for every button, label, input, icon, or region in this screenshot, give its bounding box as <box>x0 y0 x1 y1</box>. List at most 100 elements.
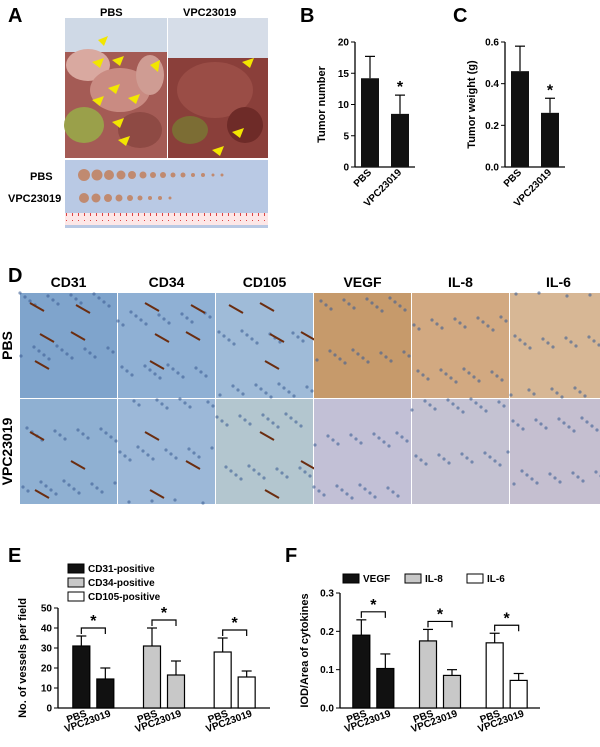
nucleus-dot <box>158 376 162 380</box>
nucleus-dot <box>361 356 365 360</box>
nucleus-dot <box>521 427 525 431</box>
y-tick-label: 0.6 <box>485 38 499 49</box>
nucleus-dot <box>46 294 50 298</box>
nucleus-dot <box>419 458 423 462</box>
nucleus-dot <box>458 321 462 325</box>
nucleus-dot <box>329 307 333 311</box>
nucleus-dot <box>32 345 36 349</box>
nucleus-dot <box>594 470 598 474</box>
nucleus-dot <box>350 496 354 500</box>
histology-image <box>216 293 313 398</box>
nucleus-dot <box>153 372 157 376</box>
bar <box>237 676 256 709</box>
photo-label-vpc: VPC23019 <box>183 7 236 19</box>
nucleus-dot <box>426 377 430 381</box>
nucleus-dot <box>546 341 550 345</box>
bar <box>376 667 395 709</box>
nucleus-dot <box>65 352 69 356</box>
y-tick-label: 10 <box>41 684 53 695</box>
nucleus-dot <box>396 494 400 498</box>
nucleus-dot <box>269 395 273 399</box>
nucleus-dot <box>565 294 569 298</box>
nucleus-dot <box>488 455 492 459</box>
nucleus-dot <box>375 305 379 309</box>
nucleus-dot <box>347 302 351 306</box>
nucleus-dot <box>173 498 177 502</box>
nucleus-dot <box>229 469 233 473</box>
bar <box>391 113 409 167</box>
nucleus-dot <box>121 323 125 327</box>
nucleus-dot <box>83 347 87 351</box>
significance-bracket <box>427 620 453 628</box>
nucleus-dot <box>262 476 266 480</box>
nucleus-dot <box>342 298 346 302</box>
nucleus-dot <box>100 490 104 494</box>
nucleus-dot <box>174 456 178 460</box>
nucleus-dot <box>509 393 513 397</box>
nucleus-dot <box>76 428 80 432</box>
panel-letter-A: A <box>8 5 22 27</box>
nucleus-dot <box>564 336 568 340</box>
nucleus-dot <box>275 467 279 471</box>
y-tick-label: 0 <box>46 704 52 715</box>
nucleus-dot <box>97 296 101 300</box>
vessel-stain <box>34 489 50 499</box>
bar <box>442 674 462 709</box>
nucleus-dot <box>456 406 460 410</box>
nucleus-dot <box>544 426 548 430</box>
nucleus-dot <box>580 416 584 420</box>
vessel-stain <box>264 360 280 370</box>
nucleus-dot <box>298 466 302 470</box>
nucleus-dot <box>433 407 437 411</box>
nucleus-dot <box>587 335 591 339</box>
nucleus-dot <box>106 346 110 350</box>
nucleus-dot <box>518 338 522 342</box>
nucleus-dot <box>560 395 564 399</box>
vessel-stain <box>300 331 316 341</box>
bar <box>485 642 504 709</box>
nucleus-dot <box>551 345 555 349</box>
nucleus-dot <box>69 293 73 297</box>
y-tick-label: 50 <box>41 604 53 615</box>
nucleus-dot <box>240 329 244 333</box>
panel-letter-C: C <box>453 5 467 27</box>
legend-swatch <box>67 591 85 602</box>
nucleus-dot <box>470 460 474 464</box>
nucleus-dot <box>234 473 238 477</box>
panel-letter-F: F <box>285 545 297 567</box>
nucleus-dot <box>60 348 64 352</box>
nucleus-dot <box>123 454 127 458</box>
nucleus-dot <box>474 401 478 405</box>
nucleus-dot <box>109 435 113 439</box>
nucleus-dot <box>102 300 106 304</box>
nucleus-dot <box>484 409 488 413</box>
nucleus-dot <box>301 339 305 343</box>
nucleus-dot <box>446 398 450 402</box>
nucleus-dot <box>423 399 427 403</box>
histology-column-label-cd105: CD105 <box>243 274 287 290</box>
vessel-stain <box>29 431 45 441</box>
legend-swatch <box>466 573 484 584</box>
nucleus-dot <box>257 472 261 476</box>
nucleus-dot <box>476 316 480 320</box>
nucleus-dot <box>356 352 360 356</box>
nucleus-dot <box>530 477 534 481</box>
nucleus-dot <box>171 367 175 371</box>
nucleus-dot <box>146 453 150 457</box>
nucleus-dot <box>585 420 589 424</box>
nucleus-dot <box>25 426 29 430</box>
bar <box>96 678 115 709</box>
nucleus-dot <box>201 501 205 505</box>
histology-row-label: VPC23019 <box>0 417 15 485</box>
nucleus-dot <box>232 342 236 346</box>
nucleus-dot <box>562 421 566 425</box>
y-tick-label: 5 <box>343 131 349 142</box>
nucleus-dot <box>336 442 340 446</box>
nucleus-dot <box>252 468 256 472</box>
nucleus-dot <box>166 363 170 367</box>
vessel-stain <box>190 304 206 314</box>
tumor-arrows <box>92 36 254 156</box>
vessel-stain <box>228 304 244 314</box>
nucleus-dot <box>338 357 342 361</box>
y-tick-label: 0.1 <box>320 665 334 676</box>
